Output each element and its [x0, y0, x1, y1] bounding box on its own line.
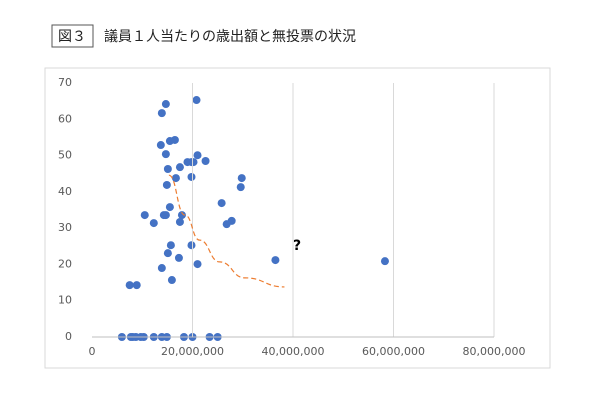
y-tick-label: 30 [58, 221, 72, 234]
figure-label: 図３ [58, 29, 86, 45]
point [165, 137, 174, 146]
y-tick-label: 10 [58, 294, 72, 307]
y-tick-label: 20 [58, 257, 72, 270]
x-tick-label: 0 [89, 345, 96, 358]
point [132, 281, 141, 290]
point [380, 257, 389, 266]
point [161, 150, 170, 159]
y-tick-label: 60 [58, 112, 72, 125]
y-tick-label: 70 [58, 76, 72, 89]
point [217, 199, 226, 208]
point [157, 264, 166, 273]
point [159, 211, 168, 220]
point [175, 163, 184, 172]
point [187, 172, 196, 181]
y-tick-label: 0 [65, 330, 72, 343]
point [140, 211, 149, 220]
x-tick-label: 20,000,000 [161, 345, 224, 358]
y-tick-label: 50 [58, 149, 72, 162]
point [162, 180, 171, 189]
point [193, 151, 202, 160]
point [166, 241, 175, 250]
point [167, 276, 176, 285]
point [237, 174, 246, 183]
point [236, 183, 245, 192]
point [187, 241, 196, 250]
point [163, 249, 172, 258]
point [183, 158, 192, 167]
point [271, 256, 280, 265]
point [189, 158, 198, 167]
point [192, 96, 201, 105]
point [161, 100, 170, 109]
point [157, 109, 166, 118]
point [175, 217, 184, 226]
point [174, 253, 183, 262]
point [165, 203, 174, 212]
trendline [168, 174, 285, 288]
x-tick-label: 60,000,000 [362, 345, 425, 358]
point [163, 164, 172, 173]
point [177, 211, 186, 220]
point [156, 141, 165, 150]
point [193, 260, 202, 269]
point [201, 157, 210, 166]
point [149, 219, 158, 228]
annotation: ? [293, 238, 301, 254]
chart-title: 議員１人当たりの歳出額と無投票の状況 [104, 28, 356, 45]
x-tick-label: 40,000,000 [262, 345, 325, 358]
figure-label-box [51, 24, 94, 48]
y-tick-label: 40 [58, 185, 72, 198]
x-tick-label: 80,000,000 [463, 345, 526, 358]
point [227, 216, 236, 225]
point [171, 174, 180, 183]
point [125, 281, 134, 290]
chart-border [44, 67, 551, 369]
